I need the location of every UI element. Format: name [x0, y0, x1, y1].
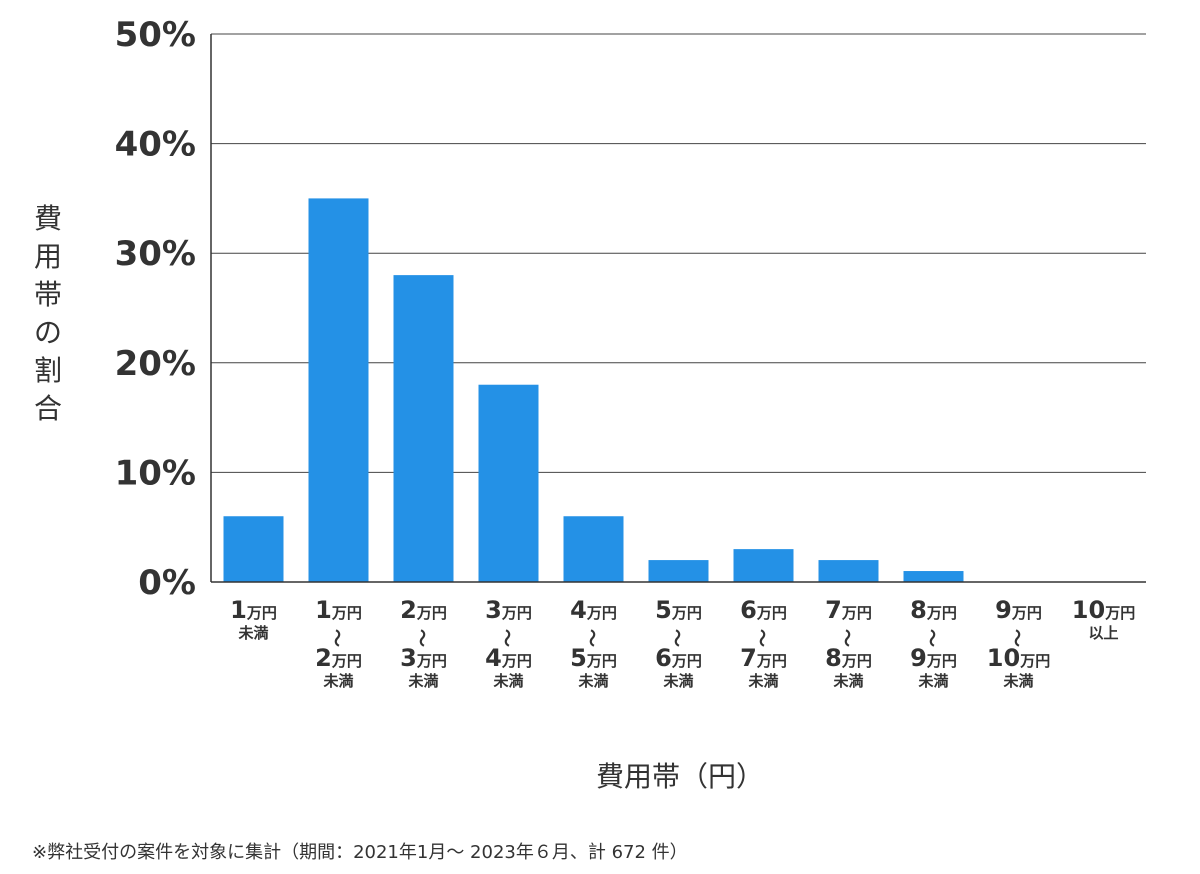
x-tick-label-line: 〜 — [411, 629, 432, 647]
x-tick-label-line: 未満 — [577, 672, 608, 690]
x-tick-label-line: 〜 — [666, 629, 687, 647]
y-tick-label: 10% — [115, 453, 196, 493]
bar — [223, 516, 284, 582]
x-tick-label-line: 未満 — [917, 672, 948, 690]
x-tick-label-line: 8万円 — [910, 596, 957, 624]
x-tick-label-line: 〜 — [751, 629, 772, 647]
bar — [308, 198, 369, 582]
bar — [478, 384, 539, 582]
x-tick-label-line: 〜 — [1006, 629, 1027, 647]
x-tick-label-line: 3万円 — [485, 596, 532, 624]
x-axis-label: 費用帯（円） — [595, 760, 764, 793]
x-tick-label-line: 〜 — [326, 629, 347, 647]
x-tick-label-line: 7万円 — [825, 596, 872, 624]
x-axis-categories: 1万円未満1万円〜2万円未満2万円〜3万円未満3万円〜4万円未満4万円〜5万円未… — [230, 596, 1135, 690]
x-tick-label-line: 1万円 — [315, 596, 362, 624]
x-tick-label-line: 6万円 — [740, 596, 787, 624]
x-tick-label-line: 5万円 — [570, 644, 617, 672]
bars — [223, 198, 964, 582]
x-tick-label-line: 未満 — [832, 672, 863, 690]
x-tick-label-line: 10万円 — [987, 644, 1050, 672]
bar — [903, 571, 964, 582]
y-tick-label: 40% — [115, 125, 196, 165]
x-tick-label-line: 6万円 — [655, 644, 702, 672]
y-axis-label: 費用帯の割合 — [33, 202, 62, 425]
x-tick-label-line: 9万円 — [995, 596, 1042, 624]
bar — [393, 275, 454, 582]
x-tick-label-line: 〜 — [496, 629, 517, 647]
x-tick-label-line: 〜 — [581, 629, 602, 647]
x-tick-label-line: 未満 — [237, 624, 268, 642]
x-tick-label-line: 未満 — [662, 672, 693, 690]
x-tick-label-line: 〜 — [836, 629, 857, 647]
x-tick-label-line: 未満 — [1002, 672, 1033, 690]
x-tick-label-line: 未満 — [322, 672, 353, 690]
bar — [563, 516, 624, 582]
x-tick-label-line: 2万円 — [400, 596, 447, 624]
y-tick-label: 20% — [115, 344, 196, 384]
x-tick-label-line: 〜 — [921, 629, 942, 647]
x-tick-label-line: 4万円 — [485, 644, 532, 672]
y-tick-label: 0% — [138, 563, 196, 603]
x-tick-label-line: 4万円 — [570, 596, 617, 624]
x-tick-label-line: 未満 — [492, 672, 523, 690]
bar — [648, 560, 709, 582]
x-tick-label-line: 3万円 — [400, 644, 447, 672]
x-tick-label-line: 7万円 — [740, 644, 787, 672]
x-tick-label-line: 以上 — [1088, 624, 1118, 642]
x-tick-label-line: 10万円 — [1072, 596, 1135, 624]
y-tick-label: 50% — [115, 15, 196, 55]
y-axis-ticks: 0% 10% 20% 30% 40% 50% — [115, 15, 196, 603]
x-tick-label-line: 2万円 — [315, 644, 362, 672]
x-tick-label-line: 8万円 — [825, 644, 872, 672]
x-tick-label-line: 未満 — [407, 672, 438, 690]
x-tick-label-line: 未満 — [747, 672, 778, 690]
bar — [733, 549, 794, 582]
footnote: ※弊社受付の案件を対象に集計（期間：2021年1月～ 2023年６月、計 672… — [32, 842, 688, 863]
y-tick-label: 30% — [115, 234, 196, 274]
x-tick-label-line: 5万円 — [655, 596, 702, 624]
bar — [818, 560, 879, 582]
x-tick-label-line: 1万円 — [230, 596, 277, 624]
x-tick-label-line: 9万円 — [910, 644, 957, 672]
